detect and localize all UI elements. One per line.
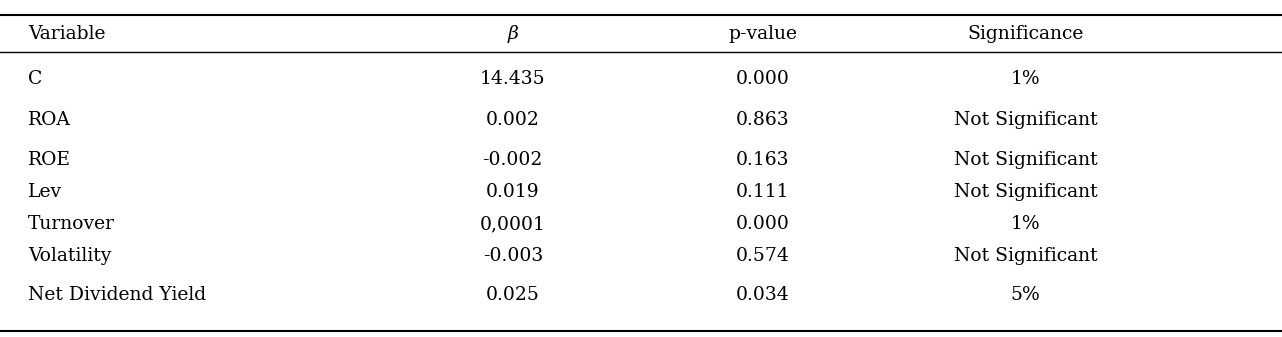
Text: 0.163: 0.163 — [736, 151, 790, 169]
Text: Not Significant: Not Significant — [954, 247, 1097, 265]
Text: 0.574: 0.574 — [736, 247, 790, 265]
Text: Not Significant: Not Significant — [954, 151, 1097, 169]
Text: Lev: Lev — [28, 183, 63, 201]
Text: ROE: ROE — [28, 151, 72, 169]
Text: 0.000: 0.000 — [736, 70, 790, 88]
Text: 14.435: 14.435 — [479, 70, 546, 88]
Text: 1%: 1% — [1010, 70, 1041, 88]
Text: Variable: Variable — [28, 25, 105, 43]
Text: Net Dividend Yield: Net Dividend Yield — [28, 286, 206, 304]
Text: ROA: ROA — [28, 111, 71, 129]
Text: 0.111: 0.111 — [736, 183, 790, 201]
Text: Volatility: Volatility — [28, 247, 112, 265]
Text: 0,0001: 0,0001 — [479, 215, 546, 233]
Text: -0.003: -0.003 — [483, 247, 542, 265]
Text: β: β — [508, 25, 518, 43]
Text: Significance: Significance — [968, 25, 1083, 43]
Text: Not Significant: Not Significant — [954, 111, 1097, 129]
Text: C: C — [28, 70, 42, 88]
Text: 0.002: 0.002 — [486, 111, 540, 129]
Text: p-value: p-value — [728, 25, 797, 43]
Text: 1%: 1% — [1010, 215, 1041, 233]
Text: Turnover: Turnover — [28, 215, 115, 233]
Text: 0.025: 0.025 — [486, 286, 540, 304]
Text: 0.034: 0.034 — [736, 286, 790, 304]
Text: Not Significant: Not Significant — [954, 183, 1097, 201]
Text: 5%: 5% — [1010, 286, 1041, 304]
Text: 0.000: 0.000 — [736, 215, 790, 233]
Text: 0.019: 0.019 — [486, 183, 540, 201]
Text: 0.863: 0.863 — [736, 111, 790, 129]
Text: -0.002: -0.002 — [482, 151, 544, 169]
